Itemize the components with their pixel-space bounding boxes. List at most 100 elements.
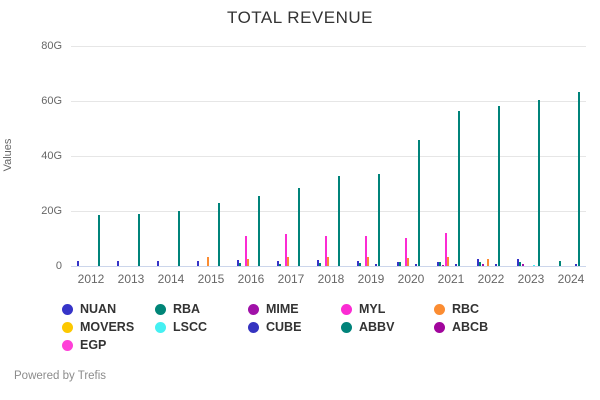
bar-ABBV-2023[interactable] (538, 100, 541, 266)
bar-MYL-2017[interactable] (284, 234, 287, 266)
bar-RBA-2018[interactable] (319, 263, 322, 266)
bar-ABBV-2015[interactable] (218, 203, 221, 266)
bar-NUAN-2014[interactable] (156, 261, 159, 266)
bar-RBC-2017[interactable] (287, 257, 290, 266)
legend-item-MIME[interactable]: MIME (248, 302, 341, 316)
bar-RBA-2022[interactable] (479, 262, 482, 266)
y-tick-label-0: 0 (55, 260, 62, 272)
bar-ABBV-2012[interactable] (98, 215, 101, 266)
bar-CUBE-2019[interactable] (375, 264, 378, 266)
legend: NUAN RBA MIME MYL RBC MOVERS LSCC CUBE ABBV ABCB E… (62, 302, 552, 352)
legend-label-RBA: RBA (173, 302, 201, 316)
bar-NUAN-2021[interactable] (436, 262, 439, 266)
bar-NUAN-2018[interactable] (316, 260, 319, 266)
bar-ABBV-2014[interactable] (178, 211, 181, 266)
legend-label-RBC: RBC (452, 302, 480, 316)
bar-RBA-2021[interactable] (439, 262, 442, 266)
gridline-40G (71, 156, 586, 157)
bar-NUAN-2020[interactable] (396, 262, 399, 266)
legend-label-LSCC: LSCC (173, 320, 208, 334)
x-tick-label-2016: 2016 (237, 272, 265, 286)
legend-dot-LSCC (155, 321, 166, 333)
bar-ABBV-2018[interactable] (338, 176, 341, 266)
y-axis-title: Values (2, 138, 14, 172)
bar-NUAN-2015[interactable] (196, 261, 199, 266)
legend-label-MIME: MIME (266, 302, 299, 316)
bar-ABBV-2017[interactable] (298, 188, 301, 266)
x-tick-label-2013: 2013 (117, 272, 145, 286)
y-tick-label-60G: 60G (41, 95, 62, 107)
bar-MIME-2023[interactable] (521, 264, 524, 266)
legend-item-NUAN[interactable]: NUAN (62, 302, 155, 316)
x-tick-label-2023: 2023 (517, 272, 545, 286)
legend-dot-MOVERS (62, 321, 73, 333)
legend-item-CUBE[interactable]: CUBE (248, 320, 341, 334)
legend-item-EGP[interactable]: EGP (62, 338, 155, 352)
bar-NUAN-2016[interactable] (236, 260, 239, 266)
bar-CUBE-2020[interactable] (415, 264, 418, 266)
bar-MIME-2021[interactable] (441, 265, 444, 266)
chart-title: TOTAL REVENUE (227, 8, 373, 27)
bar-ABBV-2013[interactable] (138, 214, 141, 266)
bar-RBA-2017[interactable] (279, 264, 282, 266)
bar-RBC-2021[interactable] (447, 257, 450, 266)
legend-label-NUAN: NUAN (80, 302, 117, 316)
bar-CUBE-2024[interactable] (575, 264, 578, 266)
legend-label-EGP: EGP (80, 338, 107, 352)
bar-RBC-2018[interactable] (327, 257, 330, 266)
bar-MYL-2019[interactable] (364, 236, 367, 266)
bar-MYL-2021[interactable] (444, 233, 447, 266)
bar-NUAN-2022[interactable] (476, 259, 479, 266)
bar-RBC-2019[interactable] (367, 257, 370, 266)
legend-dot-ABCB (434, 321, 445, 333)
x-tick-label-2018: 2018 (317, 272, 345, 286)
bar-ABBV-2019[interactable] (378, 174, 381, 266)
bar-RBC-2020[interactable] (407, 258, 410, 266)
bar-ABBV-2016[interactable] (258, 196, 261, 266)
legend-dot-MYL (341, 303, 352, 315)
bar-RBA-2020[interactable] (399, 262, 402, 266)
bar-RBC-2015[interactable] (207, 257, 210, 266)
bar-CUBE-2021[interactable] (455, 264, 458, 266)
legend-label-ABBV: ABBV (359, 320, 395, 334)
bar-MIME-2022[interactable] (481, 264, 484, 266)
legend-item-RBC[interactable]: RBC (434, 302, 527, 316)
bar-RBA-2019[interactable] (359, 263, 362, 266)
bar-NUAN-2012[interactable] (76, 261, 79, 266)
bar-MYL-2018[interactable] (324, 236, 327, 266)
bar-RBA-2023[interactable] (519, 262, 522, 266)
x-tick-label-2019: 2019 (357, 272, 385, 286)
bar-RBC-2016[interactable] (247, 259, 250, 266)
legend-item-LSCC[interactable]: LSCC (155, 320, 248, 334)
legend-dot-NUAN (62, 303, 73, 315)
bar-RBA-2024[interactable] (559, 261, 562, 266)
bar-RBC-2022[interactable] (487, 259, 490, 266)
x-tick-label-2020: 2020 (397, 272, 425, 286)
bar-ABBV-2022[interactable] (498, 106, 501, 266)
y-tick-label-40G: 40G (41, 150, 62, 162)
bar-MYL-2016[interactable] (244, 236, 247, 266)
bar-CUBE-2022[interactable] (495, 264, 498, 266)
legend-dot-RBA (155, 303, 166, 315)
bar-RBA-2016[interactable] (239, 263, 242, 266)
bar-MYL-2020[interactable] (404, 238, 407, 266)
bar-NUAN-2019[interactable] (356, 261, 359, 266)
legend-item-ABBV[interactable]: ABBV (341, 320, 434, 334)
legend-item-ABCB[interactable]: ABCB (434, 320, 527, 334)
legend-dot-MIME (248, 303, 259, 315)
gridline-60G (71, 101, 586, 102)
bar-ABBV-2021[interactable] (458, 111, 461, 266)
legend-item-RBA[interactable]: RBA (155, 302, 248, 316)
bar-ABBV-2024[interactable] (578, 92, 581, 266)
bar-LSCC-2023[interactable] (532, 265, 535, 266)
legend-item-MOVERS[interactable]: MOVERS (62, 320, 155, 334)
legend-dot-ABBV (341, 321, 352, 333)
bar-NUAN-2013[interactable] (116, 261, 119, 266)
bar-NUAN-2017[interactable] (276, 261, 279, 266)
bar-ABBV-2020[interactable] (418, 140, 421, 266)
x-tick-label-2021: 2021 (437, 272, 465, 286)
bar-NUAN-2023[interactable] (516, 259, 519, 266)
legend-item-MYL[interactable]: MYL (341, 302, 434, 316)
x-tick-label-2015: 2015 (197, 272, 225, 286)
